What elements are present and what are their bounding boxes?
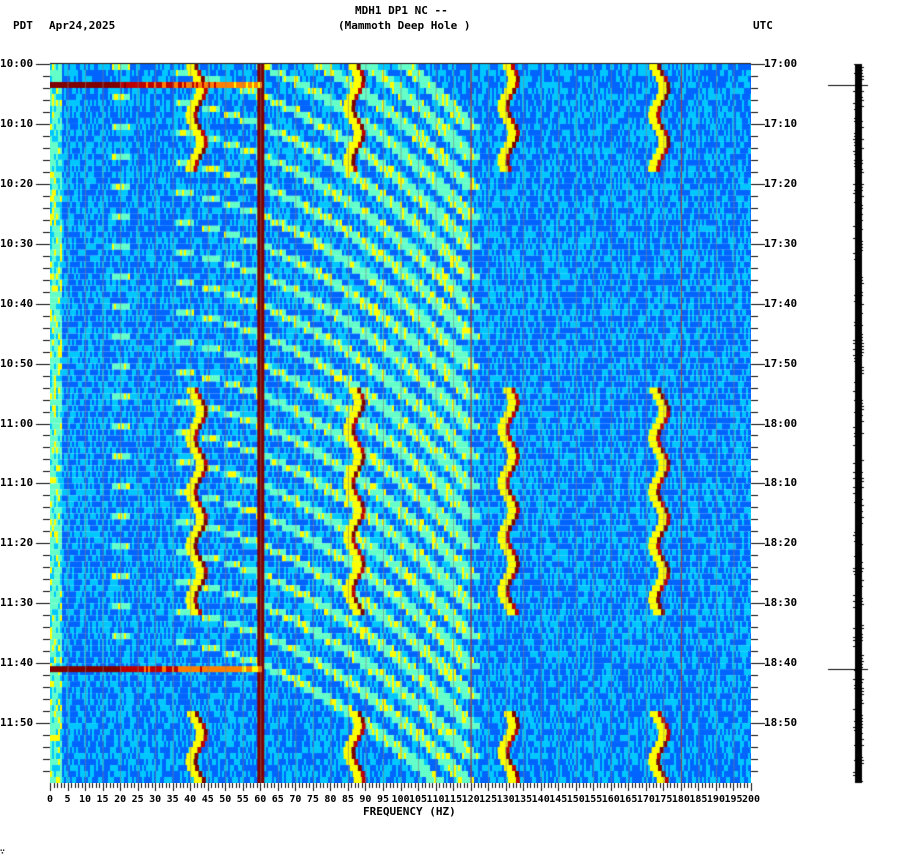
x-tick: 60 — [254, 794, 267, 805]
x-tick: 125 — [479, 794, 498, 805]
y-tick-left: 10:30 — [0, 236, 34, 250]
y-tick-left: 11:20 — [0, 536, 34, 550]
y-tick-right: 17:00 — [764, 57, 798, 70]
x-tick: 70 — [289, 794, 302, 805]
x-tick: 55 — [236, 794, 249, 805]
y-tick-right: 18:40 — [764, 656, 798, 670]
y-tick-right: 18:10 — [764, 476, 798, 490]
y-tick-left: 10:20 — [0, 176, 34, 190]
x-tick: 65 — [271, 794, 284, 805]
x-axis-label: FREQUENCY (HZ) — [363, 805, 456, 818]
y-tick-left: 10:00 — [0, 57, 34, 70]
footer-mark: ∵ — [0, 847, 5, 856]
y-tick-right: 18:30 — [764, 596, 798, 610]
x-tick: 20 — [114, 794, 127, 805]
x-tick: 155 — [584, 794, 603, 805]
x-tick: 140 — [531, 794, 550, 805]
x-tick: 145 — [549, 794, 568, 805]
x-tick: 5 — [64, 794, 71, 805]
x-tick: 40 — [184, 794, 197, 805]
x-tick: 120 — [461, 794, 480, 805]
y-tick-right: 17:10 — [764, 116, 798, 130]
y-tick-right: 17:40 — [764, 296, 798, 310]
x-tick: 85 — [341, 794, 354, 805]
x-tick: 90 — [359, 794, 372, 805]
x-tick: 25 — [131, 794, 144, 805]
y-tick-left: 11:50 — [0, 716, 34, 730]
x-tick: 130 — [496, 794, 515, 805]
x-tick: 15 — [96, 794, 109, 805]
y-tick-right: 18:00 — [764, 416, 798, 430]
y-tick-left: 10:40 — [0, 296, 34, 310]
x-tick: 110 — [426, 794, 445, 805]
x-tick: 0 — [46, 794, 54, 805]
x-tick: 100 — [391, 794, 410, 805]
y-tick-right: 17:20 — [764, 176, 798, 190]
x-tick: 190 — [706, 794, 725, 805]
x-tick: 170 — [636, 794, 655, 805]
x-tick: 105 — [408, 794, 428, 805]
y-tick-left: 11:40 — [0, 656, 34, 670]
x-tick: 45 — [201, 794, 214, 805]
y-tick-right: 17:30 — [764, 236, 798, 250]
y-tick-left: 11:10 — [0, 476, 34, 490]
y-tick-left: 11:00 — [0, 416, 34, 430]
x-tick: 200 — [741, 794, 761, 805]
x-tick: 180 — [671, 794, 690, 805]
y-tick-right: 18:50 — [764, 716, 798, 730]
y-tick-left: 11:30 — [0, 596, 34, 610]
x-tick: 80 — [324, 794, 337, 805]
x-tick: 50 — [219, 794, 232, 805]
y-tick-left: 10:10 — [0, 116, 34, 130]
x-tick: 150 — [566, 794, 585, 805]
x-tick: 115 — [444, 794, 463, 805]
x-tick: 10 — [79, 794, 92, 805]
x-tick: 135 — [514, 794, 533, 805]
x-tick: 195 — [724, 794, 743, 805]
y-tick-right: 17:50 — [764, 356, 798, 370]
x-tick: 30 — [149, 794, 162, 805]
x-tick: 35 — [166, 794, 179, 805]
x-tick: 95 — [376, 794, 389, 805]
x-tick: 165 — [619, 794, 638, 805]
x-tick: 160 — [601, 794, 620, 805]
x-tick: 175 — [654, 794, 673, 805]
y-tick-right: 18:20 — [764, 536, 798, 550]
y-tick-left: 10:50 — [0, 356, 34, 370]
x-tick: 75 — [306, 794, 319, 805]
x-tick: 185 — [689, 794, 708, 805]
